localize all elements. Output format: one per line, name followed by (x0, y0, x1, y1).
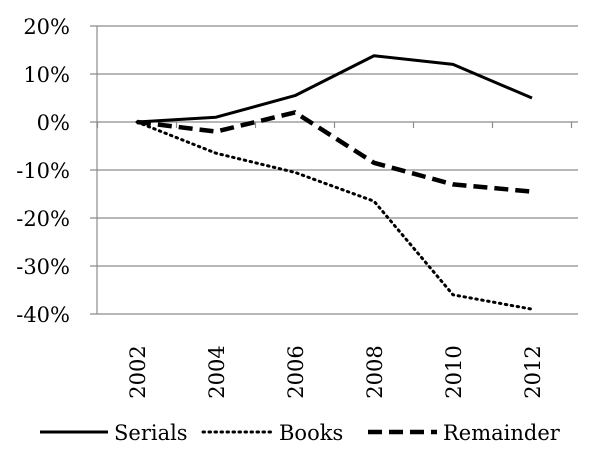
y-tick-label: -20% (16, 207, 70, 231)
series-lines (135, 54, 534, 311)
y-tick-label: -10% (16, 159, 70, 183)
legend-label-remainder: Remainder (443, 421, 561, 445)
y-tick-label: -40% (16, 303, 70, 327)
series-line-books (135, 120, 534, 311)
series-line-remainder (136, 110, 533, 194)
x-tick-label: 2010 (442, 345, 466, 398)
x-tick-label: 2006 (284, 345, 308, 398)
x-axis-tick-labels: 2002 2004 2006 2008 2010 2012 (126, 345, 545, 398)
y-tick-label: 10% (23, 63, 70, 87)
axes (90, 26, 578, 314)
legend: Serials Books Remainder (40, 421, 561, 445)
y-tick-label: 20% (23, 15, 70, 39)
series-line-serials (136, 54, 533, 124)
x-tick-label: 2008 (363, 345, 387, 398)
y-axis-tick-labels: 20% 10% 0% -10% -20% -30% -40% (16, 15, 70, 327)
x-tick-label: 2004 (205, 345, 229, 398)
y-tick-label: 0% (37, 111, 70, 135)
legend-label-books: Books (279, 421, 343, 445)
y-tick-label: -30% (16, 255, 70, 279)
x-tick-label: 2002 (126, 345, 150, 398)
x-tick-label: 2012 (521, 345, 545, 398)
legend-label-serials: Serials (114, 421, 188, 445)
gridlines (90, 25, 578, 315)
